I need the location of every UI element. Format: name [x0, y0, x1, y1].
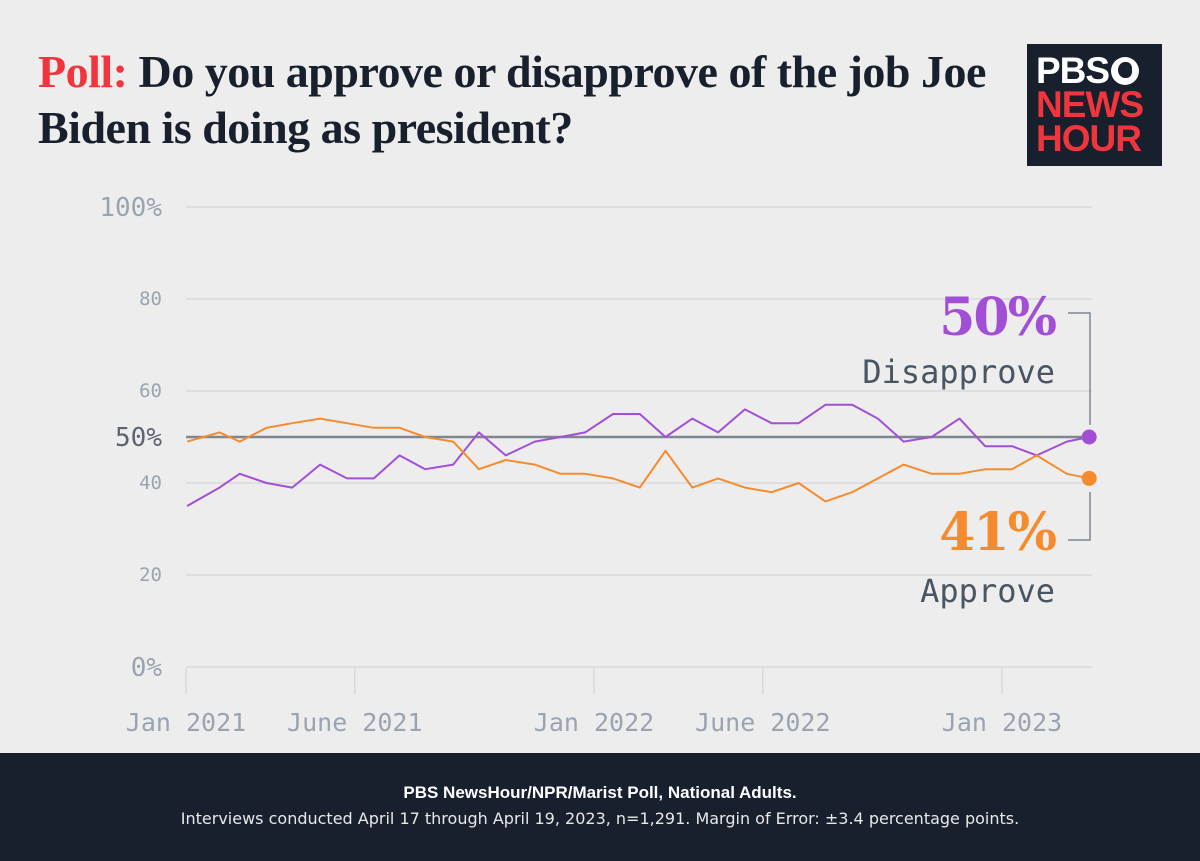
pbs-newshour-logo: PBS NEWS HOUR [1027, 44, 1162, 166]
y-tick-label: 100% [99, 193, 162, 223]
y-tick-label: 0% [131, 653, 163, 683]
disapprove-connector [1068, 312, 1091, 425]
chart-title: Poll: Do you approve or disapprove of th… [38, 44, 1018, 156]
title-prefix: Poll: [38, 46, 128, 97]
pbs-head-icon [1111, 57, 1140, 85]
logo-line1: PBS [1036, 50, 1110, 91]
approve-final-value: 41% [939, 502, 1056, 563]
footer-source: PBS NewsHour/NPR/Marist Poll, National A… [403, 783, 797, 802]
x-tick-label: Jan 2022 [534, 708, 654, 737]
y-tick-label: 80 [139, 288, 162, 310]
endpoint-disapprove [1081, 429, 1097, 445]
x-tick-label: June 2022 [695, 708, 830, 737]
series-line-disapprove [186, 403, 1090, 507]
series-line-approve [186, 417, 1090, 503]
endpoint-approve [1081, 470, 1097, 486]
y-tick-label: 40 [139, 472, 162, 494]
approve-connector [1068, 492, 1091, 541]
disapprove-final-value: 50% [939, 287, 1056, 348]
x-tick-label: Jan 2021 [126, 708, 246, 737]
x-tick-label: June 2021 [287, 708, 422, 737]
y-tick-label: 60 [139, 380, 162, 402]
approve-label: Approve [920, 572, 1055, 610]
title-text: Do you approve or disapprove of the job … [38, 46, 986, 153]
disapprove-label: Disapprove [862, 353, 1055, 391]
logo-line2: NEWS [1036, 84, 1144, 125]
y-tick-label: 20 [139, 564, 162, 586]
x-tick-label: Jan 2023 [942, 708, 1062, 737]
y-tick-label: 50% [115, 423, 162, 453]
footer-note: Interviews conducted April 17 through Ap… [180, 809, 1020, 828]
logo-line3: HOUR [1036, 118, 1142, 159]
footer: PBS NewsHour/NPR/Marist Poll, National A… [0, 753, 1200, 861]
